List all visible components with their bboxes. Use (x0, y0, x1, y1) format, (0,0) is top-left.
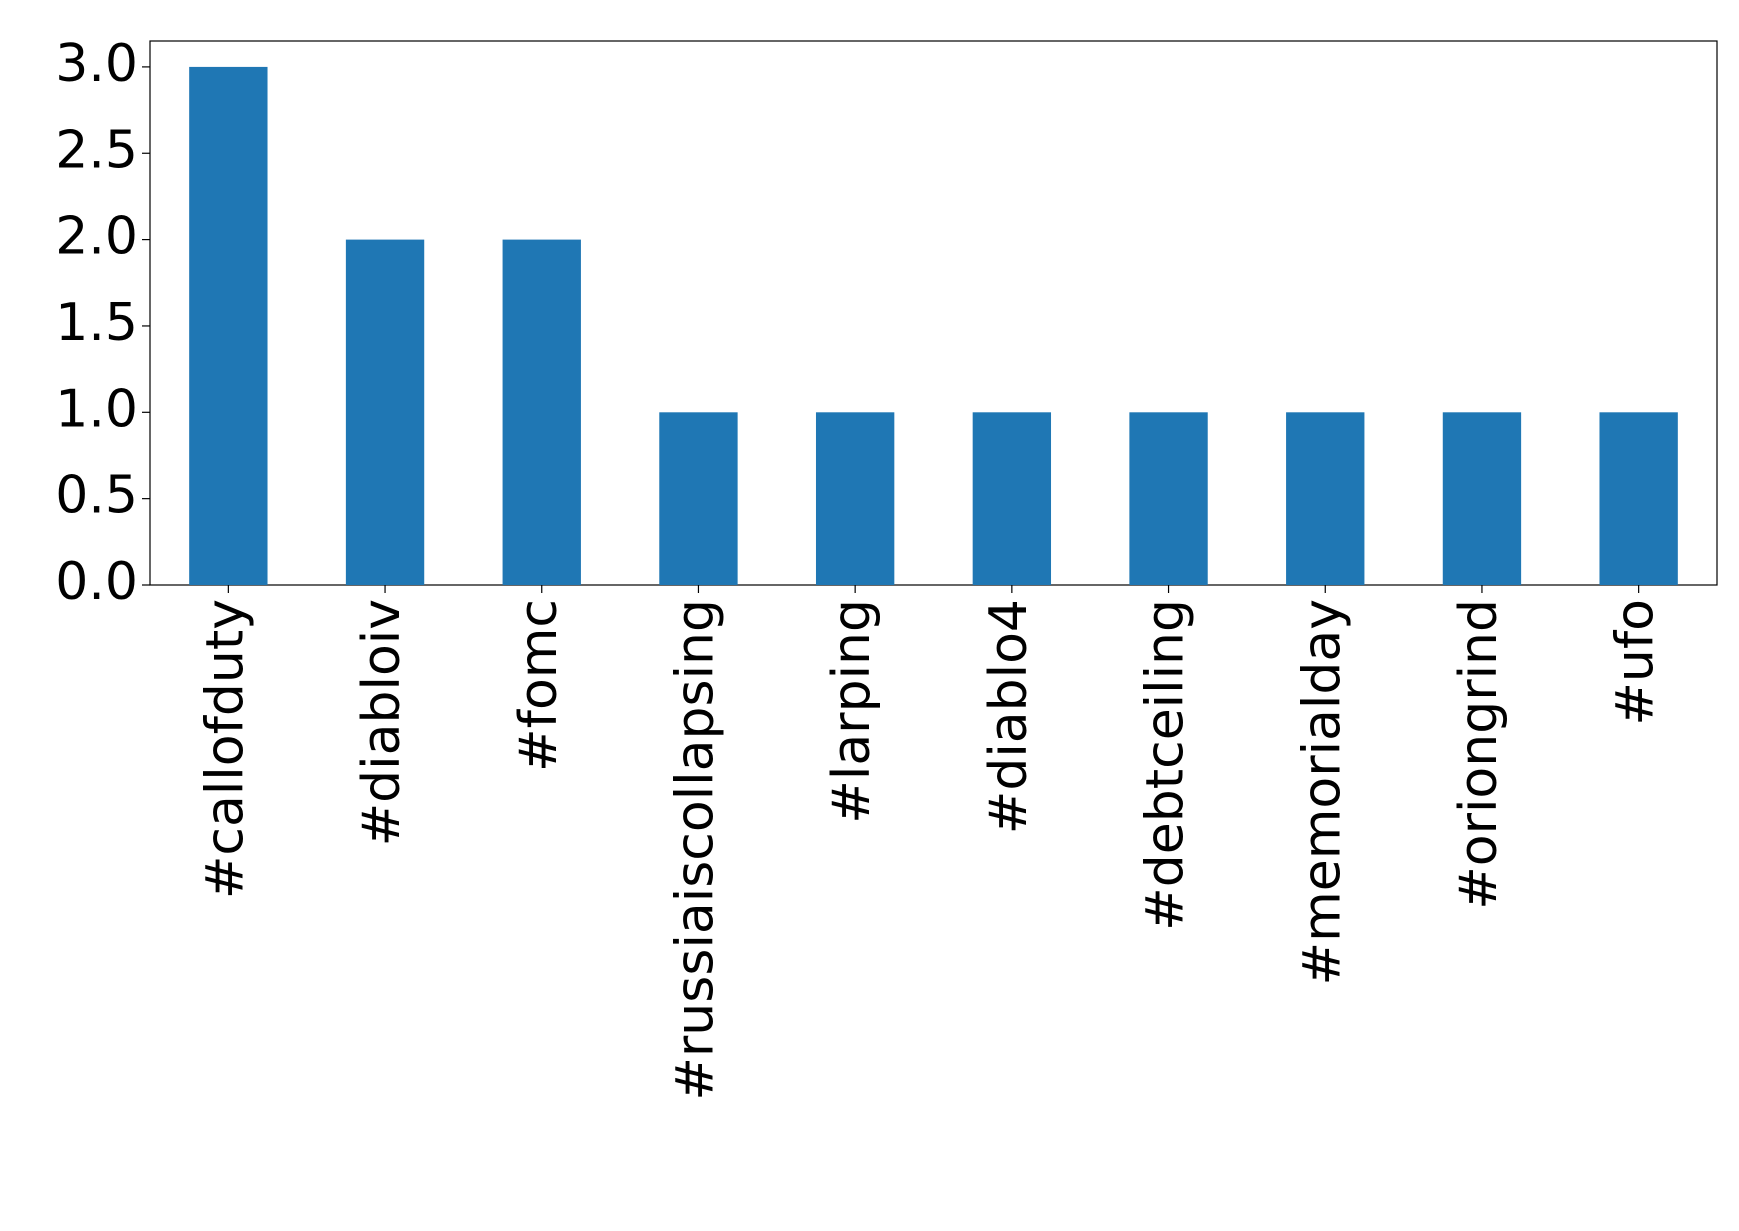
bar (1442, 412, 1522, 585)
bar (659, 412, 738, 585)
x-tick-label: #larping (822, 599, 882, 824)
bar (345, 239, 425, 585)
bar (1286, 412, 1365, 585)
x-tick-label: #russiaiscollapsing (665, 599, 725, 1101)
bar (1599, 412, 1678, 585)
y-tick-label: 0.5 (55, 466, 138, 526)
y-tick-label: 0.0 (55, 552, 138, 612)
x-tick-label: #fomc (509, 599, 569, 772)
x-tick-label: #memorialday (1292, 599, 1352, 985)
bar (815, 412, 895, 585)
axes-frame (149, 40, 1718, 586)
x-tick-label: #callofduty (195, 599, 255, 899)
bar (1129, 412, 1208, 585)
x-tick-label: #debtceiling (1136, 599, 1196, 931)
y-tick-label: 1.0 (55, 379, 138, 439)
bar (189, 66, 268, 585)
x-tick-label: #ufo (1606, 599, 1666, 726)
y-tick-label: 2.0 (55, 207, 138, 267)
y-tick-label: 3.0 (55, 34, 138, 94)
bar (972, 412, 1052, 585)
x-tick-label: #diabloiv (352, 599, 412, 846)
y-tick-label: 1.5 (55, 293, 138, 353)
x-tick-label: #oriongrind (1449, 599, 1509, 910)
bar (502, 239, 581, 585)
y-tick-label: 2.5 (55, 120, 138, 180)
x-tick-label: #diablo4 (979, 599, 1039, 834)
